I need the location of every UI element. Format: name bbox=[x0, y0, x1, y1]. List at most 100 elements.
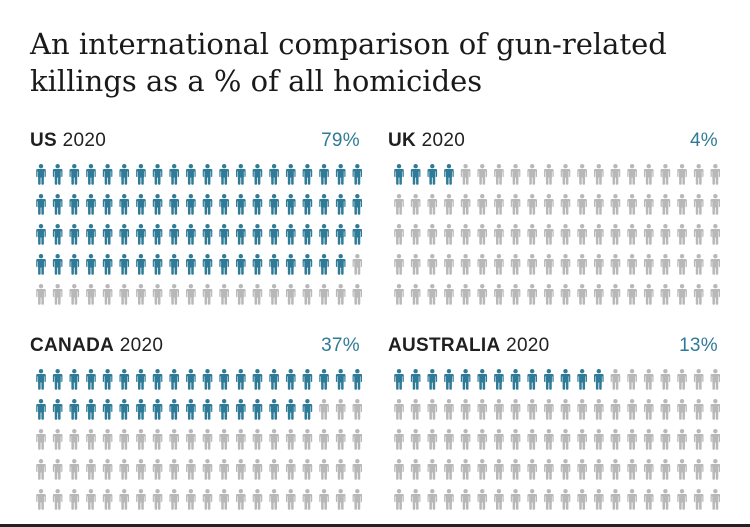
person-icon-highlight bbox=[202, 164, 213, 185]
person-icon-highlight bbox=[102, 224, 113, 245]
person-icon bbox=[427, 489, 438, 510]
person-icon bbox=[527, 429, 537, 450]
person-icon-highlight bbox=[394, 369, 404, 390]
person-icon bbox=[444, 459, 454, 480]
person-icon-highlight bbox=[269, 254, 279, 275]
person-icon bbox=[594, 164, 604, 185]
person-icon bbox=[69, 459, 80, 480]
person-icon bbox=[460, 459, 471, 480]
person-icon bbox=[335, 459, 346, 480]
person-icon bbox=[710, 194, 720, 215]
person-icon-highlight bbox=[319, 164, 329, 185]
person-icon-highlight bbox=[86, 224, 96, 245]
person-icon-highlight bbox=[36, 369, 46, 390]
person-icon bbox=[252, 459, 263, 480]
person-icon bbox=[710, 284, 720, 305]
person-icon bbox=[677, 489, 687, 510]
person-icon bbox=[627, 369, 637, 390]
person-icon bbox=[52, 284, 63, 305]
percent-label: 4% bbox=[689, 130, 718, 151]
person-icon-highlight bbox=[352, 369, 362, 390]
person-icon-highlight bbox=[594, 369, 604, 390]
person-icon bbox=[560, 224, 571, 245]
person-icon bbox=[510, 399, 521, 420]
person-icon bbox=[660, 194, 671, 215]
person-icon bbox=[186, 284, 196, 305]
person-icon bbox=[510, 254, 521, 275]
person-icon-highlight bbox=[86, 194, 96, 215]
person-icon-highlight bbox=[352, 224, 362, 245]
person-icon-highlight bbox=[427, 164, 438, 185]
person-icon-highlight bbox=[136, 164, 146, 185]
panel-australia: AUSTRALIA 2020 13% bbox=[388, 334, 720, 520]
person-icon bbox=[527, 224, 537, 245]
person-icon bbox=[394, 489, 404, 510]
person-icon bbox=[610, 284, 621, 305]
panel-uk: UK 2020 4% bbox=[388, 129, 720, 315]
person-icon bbox=[102, 459, 113, 480]
person-icon bbox=[152, 489, 163, 510]
person-icon bbox=[544, 399, 554, 420]
person-icon-highlight bbox=[236, 369, 246, 390]
person-icon bbox=[427, 224, 438, 245]
person-icon-highlight bbox=[86, 254, 96, 275]
person-icon bbox=[119, 459, 130, 480]
person-icon bbox=[527, 489, 537, 510]
person-icon bbox=[710, 459, 720, 480]
person-icon-highlight bbox=[252, 164, 263, 185]
person-icon bbox=[660, 429, 671, 450]
person-icon bbox=[319, 399, 329, 420]
person-icon-highlight bbox=[577, 369, 587, 390]
person-icon bbox=[677, 369, 687, 390]
person-icon bbox=[494, 489, 504, 510]
person-icon bbox=[252, 429, 263, 450]
person-icon bbox=[219, 284, 229, 305]
person-icon bbox=[610, 194, 621, 215]
person-icon bbox=[136, 489, 146, 510]
person-icon bbox=[693, 399, 704, 420]
person-icon-highlight bbox=[152, 194, 163, 215]
person-icon bbox=[394, 429, 404, 450]
person-icon bbox=[236, 489, 246, 510]
person-icon-highlight bbox=[285, 254, 296, 275]
pictogram-grid-canada bbox=[36, 369, 362, 510]
person-icon-highlight bbox=[335, 194, 346, 215]
person-icon bbox=[693, 489, 704, 510]
person-icon-highlight bbox=[186, 224, 196, 245]
person-icon bbox=[394, 459, 404, 480]
person-icon bbox=[494, 254, 504, 275]
person-icon bbox=[69, 429, 80, 450]
person-icon-highlight bbox=[269, 369, 279, 390]
person-icon bbox=[427, 399, 438, 420]
person-icon bbox=[594, 429, 604, 450]
person-icon-highlight bbox=[52, 369, 63, 390]
person-icon-highlight bbox=[152, 254, 163, 275]
person-icon bbox=[69, 489, 80, 510]
person-icon bbox=[444, 284, 454, 305]
person-icon-highlight bbox=[236, 164, 246, 185]
person-icon bbox=[560, 284, 571, 305]
person-icon bbox=[444, 429, 454, 450]
person-icon bbox=[577, 429, 587, 450]
person-icon-highlight bbox=[152, 369, 163, 390]
person-icon bbox=[285, 284, 296, 305]
person-icon bbox=[494, 284, 504, 305]
person-icon bbox=[527, 399, 537, 420]
person-icon-highlight bbox=[169, 224, 179, 245]
person-icon bbox=[660, 459, 671, 480]
person-icon-highlight bbox=[269, 194, 279, 215]
person-icon bbox=[219, 459, 229, 480]
person-icon-highlight bbox=[36, 164, 46, 185]
person-icon bbox=[677, 284, 687, 305]
country-label: US bbox=[30, 130, 57, 151]
person-icon bbox=[494, 194, 504, 215]
person-icon-highlight bbox=[169, 164, 179, 185]
person-icon-highlight bbox=[252, 399, 263, 420]
person-icon-highlight bbox=[52, 164, 63, 185]
person-icon-highlight bbox=[136, 254, 146, 275]
person-icon bbox=[86, 284, 96, 305]
person-icon bbox=[410, 489, 421, 510]
person-icon-highlight bbox=[119, 194, 130, 215]
person-icon bbox=[410, 224, 421, 245]
person-icon bbox=[527, 459, 537, 480]
